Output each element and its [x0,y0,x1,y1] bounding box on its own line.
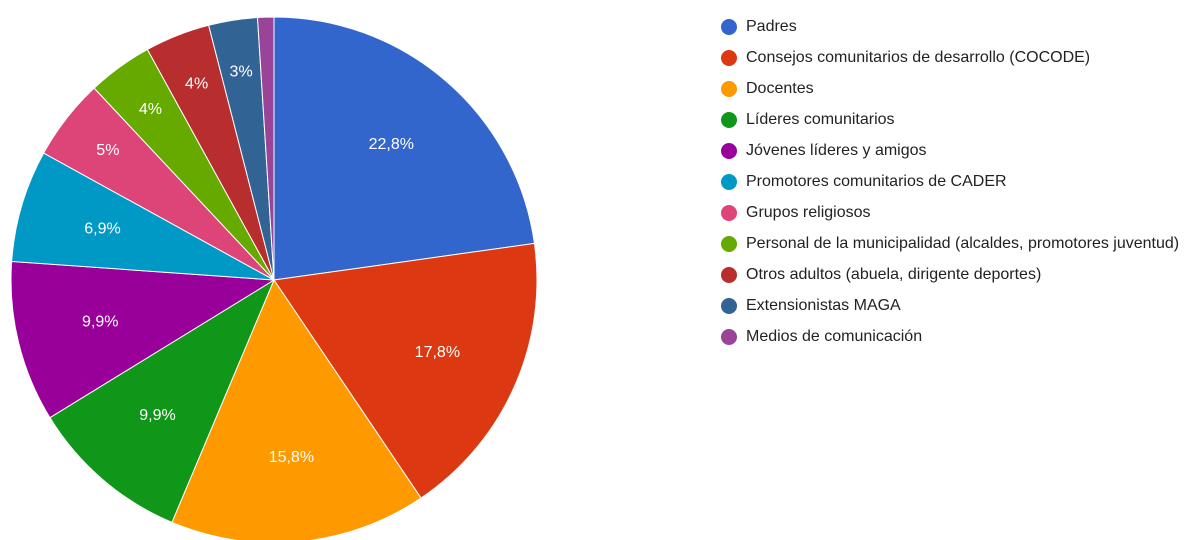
legend-item: Consejos comunitarios de desarrollo (COC… [720,47,1180,69]
legend-label: Promotores comunitarios de CADER [746,173,1007,190]
legend-item: Extensionistas MAGA [720,295,1180,317]
legend-label: Otros adultos (abuela, dirigente deporte… [746,266,1042,283]
legend-label: Jóvenes líderes y amigos [746,142,927,159]
legend-item: Padres [720,16,1180,38]
legend-swatch [721,174,737,190]
legend-label: Personal de la municipalidad (alcaldes, … [746,235,1180,252]
slice-label: 9,9% [139,407,175,424]
legend-swatch [721,205,737,221]
legend-label: Docentes [746,80,814,97]
legend-swatch [721,112,737,128]
legend-swatch [721,50,737,66]
legend-item: Jóvenes líderes y amigos [720,140,1180,162]
slice-label: 17,8% [415,344,460,361]
legend-item: Medios de comunicación [720,326,1180,348]
legend-item: Promotores comunitarios de CADER [720,171,1180,193]
pie-slice [11,152,275,281]
legend-swatch [721,143,737,159]
legend-label: Padres [746,18,797,35]
slice-label: 9,9% [82,314,118,331]
legend-swatch [721,329,737,345]
pie-slice [256,16,275,281]
legend-swatch [721,267,737,283]
pie-slice [171,278,422,540]
legend-swatch [721,298,737,314]
slice-label: 3% [230,63,253,80]
pie-slice [273,242,538,499]
legend-swatch [721,81,737,97]
legend-label: Grupos religiosos [746,204,871,221]
legend-item: Otros adultos (abuela, dirigente deporte… [720,264,1180,286]
slice-label: 4% [139,101,162,118]
legend-item: Personal de la municipalidad (alcaldes, … [720,233,1180,255]
chart: 22,8% 17,8% 15,8% 9,9% 9,9% 6,9% 5% 4% 4% 3% [10,16,538,540]
legend-swatch [721,19,737,35]
legend-label: Líderes comunitarios [746,111,895,128]
legend: Padres Consejos comunitarios de desarroll… [720,16,1180,357]
pie-slice [49,278,276,524]
legend-label: Consejos comunitarios de desarrollo (COC… [746,49,1091,66]
legend-label: Extensionistas MAGA [746,297,901,314]
slice-label: 4% [185,76,208,93]
slice-label: 6,9% [84,221,120,238]
pie-slice [273,16,536,281]
slice-label: 5% [96,142,119,159]
legend-item: Grupos religiosos [720,202,1180,224]
legend-item: Líderes comunitarios [720,109,1180,131]
slice-label: 22,8% [369,136,414,153]
legend-item: Docentes [720,78,1180,100]
legend-swatch [721,236,737,252]
slice-label: 15,8% [269,449,314,466]
pie-slice [10,260,276,419]
legend-label: Medios de comunicación [746,328,923,345]
